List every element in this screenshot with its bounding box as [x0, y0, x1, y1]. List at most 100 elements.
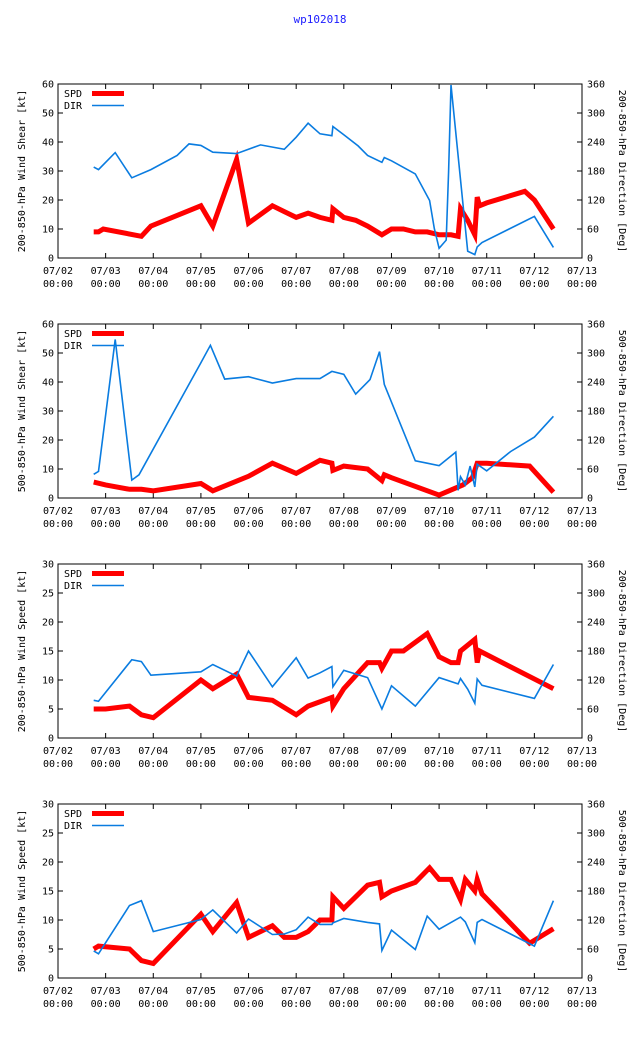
y-tick-label: 10	[42, 916, 54, 927]
x-tick-label-time: 00:00	[329, 519, 359, 530]
x-tick-label-time: 00:00	[233, 519, 263, 530]
y-axis-label: 200-850-hPa Wind Speed [kt]	[17, 570, 28, 733]
x-tick-label-date: 07/02	[43, 506, 73, 517]
legend-spd-label: SPD	[64, 329, 82, 340]
y-tick-label: 20	[42, 436, 54, 447]
x-tick-label-time: 00:00	[186, 999, 216, 1010]
y-axis-label: 500-850-hPa Wind Speed [kt]	[17, 810, 28, 973]
x-tick-label-date: 07/06	[233, 506, 263, 517]
x-tick-label-date: 07/04	[138, 506, 168, 517]
x-tick-label-date: 07/09	[376, 266, 406, 277]
x-tick-label-date: 07/12	[519, 986, 549, 997]
x-tick-label-date: 07/11	[472, 746, 502, 757]
y-tick-label: 50	[42, 349, 54, 360]
y2-tick-label: 300	[587, 829, 605, 840]
y2-tick-label: 120	[587, 436, 605, 447]
y2-tick-label: 240	[587, 858, 605, 869]
x-tick-label-date: 07/07	[281, 746, 311, 757]
x-tick-label-date: 07/07	[281, 506, 311, 517]
y2-tick-label: 60	[587, 465, 599, 476]
plot-frame-2	[57, 323, 583, 499]
x-tick-label-time: 00:00	[281, 759, 311, 770]
x-tick-label-date: 07/06	[233, 266, 263, 277]
y-tick-label: 15	[42, 647, 54, 658]
x-tick-label-time: 00:00	[233, 279, 263, 290]
dir-series-line-1	[93, 84, 555, 256]
dir-series-line-2	[93, 339, 554, 491]
y2-tick-label: 240	[587, 138, 605, 149]
y-axis-label: 200-850-hPa Wind Shear [kt]	[17, 90, 28, 253]
x-tick-label-time: 00:00	[91, 759, 121, 770]
spd-series-line-1	[93, 149, 556, 245]
x-tick-label-time: 00:00	[424, 759, 454, 770]
x-tick-label-date: 07/09	[376, 506, 406, 517]
x-tick-label-time: 00:00	[567, 279, 597, 290]
x-tick-label-time: 00:00	[43, 999, 73, 1010]
y2-tick-label: 300	[587, 109, 605, 120]
x-tick-label-time: 00:00	[186, 279, 216, 290]
y-tick-label: 5	[48, 705, 54, 716]
x-tick-label-time: 00:00	[329, 759, 359, 770]
y-tick-label: 25	[42, 829, 54, 840]
x-tick-label-time: 00:00	[43, 279, 73, 290]
x-tick-label-date: 07/06	[233, 986, 263, 997]
legend-spd-label: SPD	[64, 569, 82, 580]
y2-tick-label: 0	[587, 254, 593, 265]
x-tick-label-date: 07/11	[472, 506, 502, 517]
legend-dir-label: DIR	[64, 101, 83, 112]
x-tick-label-time: 00:00	[281, 519, 311, 530]
y2-axis-label: 500-850-hPa Direction [Deg]	[616, 810, 627, 973]
y-tick-label: 30	[42, 167, 54, 178]
x-tick-label-time: 00:00	[138, 759, 168, 770]
y-tick-label: 0	[48, 254, 54, 265]
x-tick-label-date: 07/13	[567, 986, 597, 997]
y-tick-label: 25	[42, 589, 54, 600]
x-tick-label-time: 00:00	[424, 999, 454, 1010]
dir-series-line-3	[93, 649, 555, 712]
x-tick-label-time: 00:00	[376, 279, 406, 290]
x-tick-label-time: 00:00	[567, 519, 597, 530]
x-tick-label-date: 07/05	[186, 986, 216, 997]
y2-tick-label: 0	[587, 974, 593, 985]
legend-spd-label: SPD	[64, 809, 82, 820]
x-tick-label-time: 00:00	[567, 759, 597, 770]
x-tick-label-date: 07/10	[424, 986, 454, 997]
x-tick-label-time: 00:00	[519, 999, 549, 1010]
x-tick-label-date: 07/03	[91, 506, 121, 517]
x-tick-label-time: 00:00	[91, 999, 121, 1010]
dir-series-line-4	[93, 899, 555, 955]
x-tick-label-date: 07/05	[186, 746, 216, 757]
x-tick-label-date: 07/02	[43, 266, 73, 277]
spd-series-line-3	[93, 629, 555, 721]
x-tick-label-date: 07/05	[186, 266, 216, 277]
x-tick-label-date: 07/08	[329, 506, 359, 517]
x-tick-label-time: 00:00	[138, 999, 168, 1010]
x-tick-label-date: 07/08	[329, 746, 359, 757]
x-tick-label-time: 00:00	[281, 999, 311, 1010]
x-tick-label-time: 00:00	[567, 999, 597, 1010]
x-tick-label-date: 07/12	[519, 506, 549, 517]
y-tick-label: 40	[42, 378, 54, 389]
x-tick-label-time: 00:00	[472, 279, 502, 290]
y2-axis-label: 500-850-hPa Direction [Deg]	[616, 330, 627, 493]
x-tick-label-date: 07/08	[329, 266, 359, 277]
x-tick-label-date: 07/09	[376, 986, 406, 997]
x-tick-label-date: 07/07	[281, 986, 311, 997]
x-tick-label-date: 07/13	[567, 266, 597, 277]
x-tick-label-time: 00:00	[91, 519, 121, 530]
y-tick-label: 30	[42, 560, 54, 571]
y2-tick-label: 180	[587, 407, 605, 418]
y2-tick-label: 120	[587, 916, 605, 927]
x-tick-label-time: 00:00	[281, 279, 311, 290]
y2-tick-label: 60	[587, 705, 599, 716]
legend-dir-label: DIR	[64, 821, 83, 832]
y-tick-label: 20	[42, 618, 54, 629]
x-tick-label-date: 07/03	[91, 746, 121, 757]
x-tick-label-date: 07/03	[91, 266, 121, 277]
y2-tick-label: 180	[587, 167, 605, 178]
legend-dir-label: DIR	[64, 341, 83, 352]
y-tick-label: 30	[42, 800, 54, 811]
y2-tick-label: 0	[587, 494, 593, 505]
x-tick-label-time: 00:00	[472, 519, 502, 530]
x-tick-label-time: 00:00	[233, 999, 263, 1010]
